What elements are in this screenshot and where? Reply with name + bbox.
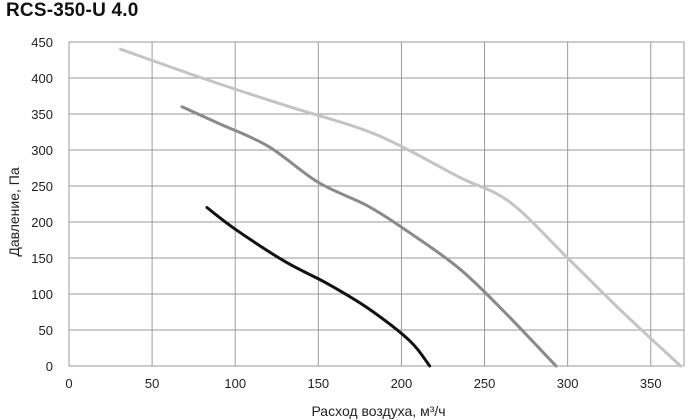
plot-frame — [68, 41, 685, 367]
y-tick-label: 300 — [31, 143, 53, 158]
series-line-2 — [180, 105, 558, 368]
y-tick-label: 350 — [31, 107, 53, 122]
x-tick-label: 150 — [307, 376, 329, 391]
x-tick-label: 50 — [145, 376, 159, 391]
y-tick-label: 450 — [31, 35, 53, 50]
y-tick-label: 50 — [39, 323, 53, 338]
x-tick-label: 0 — [65, 376, 72, 391]
x-tick-label: 250 — [474, 376, 496, 391]
x-tick-label: 350 — [640, 376, 662, 391]
y-tick-label: 0 — [46, 359, 53, 374]
x-axis-label: Расход воздуха, м³/ч — [311, 403, 445, 419]
tick-labels: 0 50 100 150 200 250 300 350 0 50 100 150 200 250 300 3… — [31, 35, 661, 391]
y-tick-label: 200 — [31, 215, 53, 230]
y-tick-label: 100 — [31, 287, 53, 302]
y-tick-label: 250 — [31, 179, 53, 194]
x-tick-label: 300 — [557, 376, 579, 391]
y-axis-label: Давление, Па — [6, 167, 22, 257]
y-tick-label: 150 — [31, 251, 53, 266]
chart-title: RCS-350-U 4.0 — [6, 0, 139, 21]
series-layer — [119, 47, 683, 368]
x-tick-label: 100 — [224, 376, 246, 391]
series-line-3 — [205, 206, 432, 368]
y-tick-label: 400 — [31, 71, 53, 86]
x-tick-label: 200 — [391, 376, 413, 391]
grid — [68, 41, 685, 367]
series-line-1 — [119, 47, 683, 368]
